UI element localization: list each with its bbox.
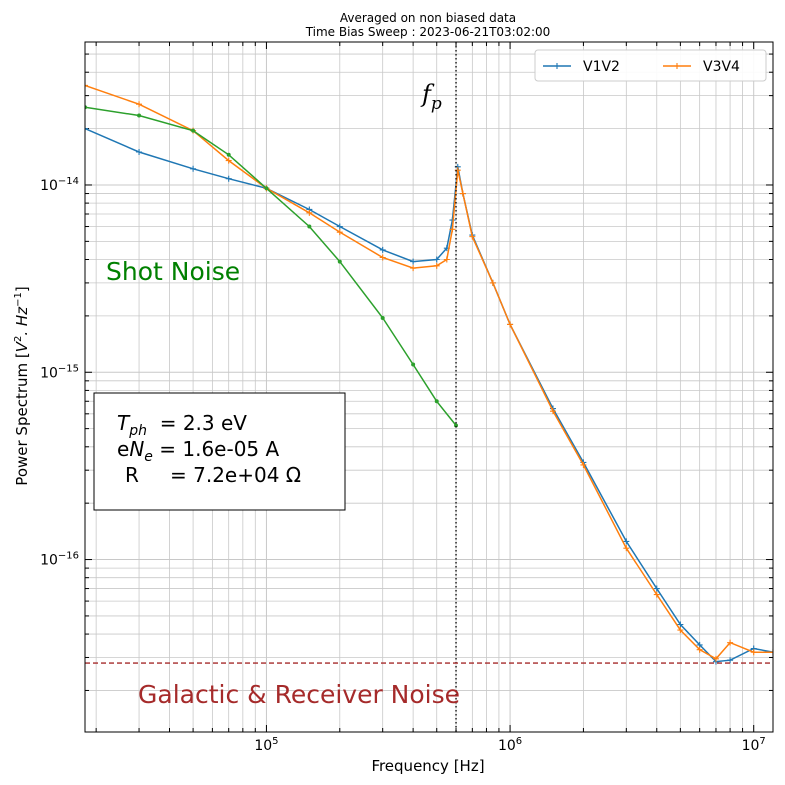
data-point	[410, 265, 417, 272]
data-point	[750, 649, 757, 656]
data-point	[136, 148, 143, 155]
y-axis-label-hz: . Hz	[13, 306, 31, 336]
data-point	[449, 226, 456, 233]
info-r-label: R	[125, 463, 139, 487]
info-box-frame	[93, 392, 346, 511]
data-point	[379, 246, 386, 253]
plot-frame	[84, 41, 774, 733]
info-ene-prefix: e	[117, 437, 129, 461]
data-point	[225, 175, 232, 182]
data-point	[696, 646, 703, 653]
legend-items: V1V2 V3V4	[543, 59, 740, 75]
legend: V1V2 V3V4	[534, 49, 767, 82]
info-tph-value: = 2.3 eV	[147, 411, 247, 435]
legend-item-v1v2: V1V2	[543, 59, 620, 75]
data-point	[336, 229, 343, 236]
data-point	[433, 262, 440, 269]
data-point	[136, 101, 143, 108]
galactic-noise-label: Galactic & Receiver Noise	[138, 680, 460, 709]
chart-title-line2: Time Bias Sweep : 2023-06-21T03:02:00	[305, 25, 551, 39]
legend-marker	[554, 63, 560, 69]
series-shot-noise-fit	[85, 105, 459, 428]
legend-item-v3v4: V3V4	[663, 59, 740, 75]
data-point	[489, 279, 496, 286]
data-series	[85, 82, 773, 665]
x-axis-label: Frequency [Hz]	[371, 757, 484, 775]
data-point	[454, 423, 459, 428]
info-tph: Tph = 2.3 eV	[117, 411, 247, 439]
reference-lines	[85, 42, 773, 732]
data-point	[770, 649, 773, 656]
data-point	[306, 209, 313, 216]
data-point	[469, 233, 476, 240]
axis-ticks: 105 106 107 10−16 10−15 10−14	[40, 42, 773, 754]
y-axis-label-prefix: Power Spectrum [	[13, 352, 31, 485]
grid-lines	[85, 42, 773, 732]
data-point	[727, 657, 734, 664]
data-point	[623, 538, 630, 545]
data-point	[137, 113, 142, 118]
x-tick-label: 107	[742, 736, 766, 754]
data-point	[191, 128, 196, 133]
data-point	[85, 82, 88, 89]
data-point	[549, 408, 556, 415]
data-point	[411, 362, 416, 367]
data-point	[190, 165, 197, 172]
data-point	[507, 321, 514, 328]
info-ene-value: = 1.6e-05 A	[153, 437, 280, 461]
data-point	[677, 621, 684, 628]
data-point	[410, 258, 417, 265]
data-point	[433, 256, 440, 263]
y-tick-label: 10−15	[40, 363, 79, 381]
x-tick-label: 106	[498, 736, 522, 754]
x-tick-label: 105	[254, 736, 278, 754]
data-point	[264, 186, 269, 191]
info-ene-sub: e	[144, 449, 153, 465]
legend-marker	[674, 63, 680, 69]
fp-label: fp	[420, 80, 442, 114]
data-point	[677, 627, 684, 634]
data-point	[459, 190, 466, 197]
data-point	[712, 655, 719, 662]
y-tick-label: 10−14	[40, 176, 79, 194]
data-point	[380, 315, 385, 320]
fp-label-sub: p	[431, 94, 442, 114]
info-box: Tph = 2.3 eV eNe = 1.6e-05 A R = 7.2e+04…	[93, 392, 346, 511]
y-axis-label-v: V	[13, 340, 31, 352]
data-point	[337, 259, 342, 264]
data-point	[443, 256, 450, 263]
data-point	[336, 223, 343, 230]
data-point	[434, 399, 439, 404]
data-point	[85, 125, 88, 132]
shot-noise-label: Shot Noise	[106, 257, 240, 286]
svg-text:Power Spectrum [V2. Hz−1]: Power Spectrum [V2. Hz−1]	[13, 286, 31, 485]
data-point	[727, 639, 734, 646]
y-axis-label-hz-exp: −1	[13, 292, 24, 307]
y-axis-label-v-exp: 2	[13, 336, 24, 342]
y-tick-label: 10−16	[40, 551, 79, 569]
legend-label: V3V4	[703, 59, 740, 75]
legend-frame	[534, 49, 767, 82]
data-point	[225, 157, 232, 164]
info-ene: eNe = 1.6e-05 A	[117, 437, 280, 465]
info-tph-sub: ph	[128, 423, 147, 439]
data-point	[580, 461, 587, 468]
data-point	[623, 545, 630, 552]
y-axis-label: Power Spectrum [V2. Hz−1]	[13, 286, 31, 485]
data-point	[379, 254, 386, 261]
data-point	[226, 152, 231, 157]
data-point	[653, 585, 660, 592]
series-v3v4	[85, 82, 773, 662]
chart-title-line1: Averaged on non biased data	[340, 11, 516, 25]
data-point	[653, 591, 660, 598]
y-axis-label-suffix: ]	[13, 286, 31, 292]
data-point	[307, 224, 312, 229]
info-tph-base: T	[117, 411, 131, 435]
info-ene-base: N	[129, 437, 144, 461]
info-r-value: = 7.2e+04 Ω	[170, 463, 301, 487]
legend-label: V1V2	[583, 59, 620, 75]
